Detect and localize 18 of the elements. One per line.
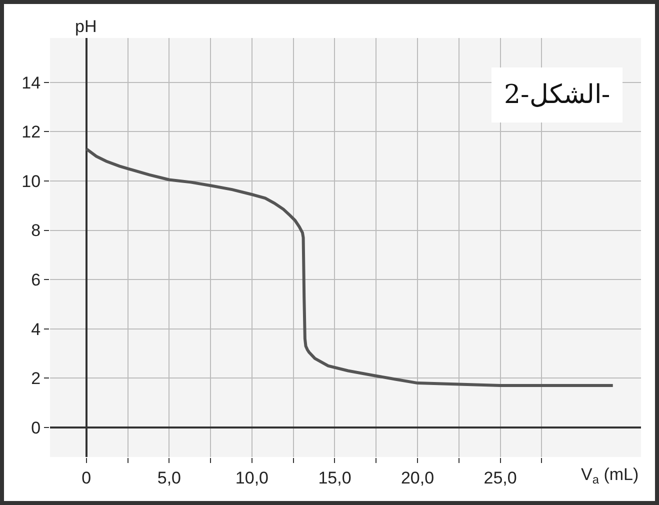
x-tick-label: 0 xyxy=(82,468,92,488)
x-tick-label: 25,0 xyxy=(484,468,517,488)
x-tick-label: 10,0 xyxy=(235,468,269,488)
annotation: الشكل-2- xyxy=(504,80,610,110)
y-axis-title: pH xyxy=(75,17,97,36)
x-tick-label: 5,0 xyxy=(157,468,182,488)
y-tick-label: 6 xyxy=(31,270,41,290)
y-tick-label: 2 xyxy=(31,369,41,388)
x-tick-label: 15,0 xyxy=(318,468,352,488)
y-tick-label: 12 xyxy=(22,122,41,142)
y-tick-label: 0 xyxy=(31,418,41,438)
x-tick-label: 20,0 xyxy=(400,468,434,488)
line-series xyxy=(84,147,614,388)
y-tick-label: 4 xyxy=(31,320,41,339)
x-axis-title: V$_{a}$ (mL) xyxy=(581,465,639,487)
y-tick-label: 8 xyxy=(31,221,41,240)
y-tick-label: 14 xyxy=(22,73,41,92)
y-tick-label: 10 xyxy=(22,172,41,191)
